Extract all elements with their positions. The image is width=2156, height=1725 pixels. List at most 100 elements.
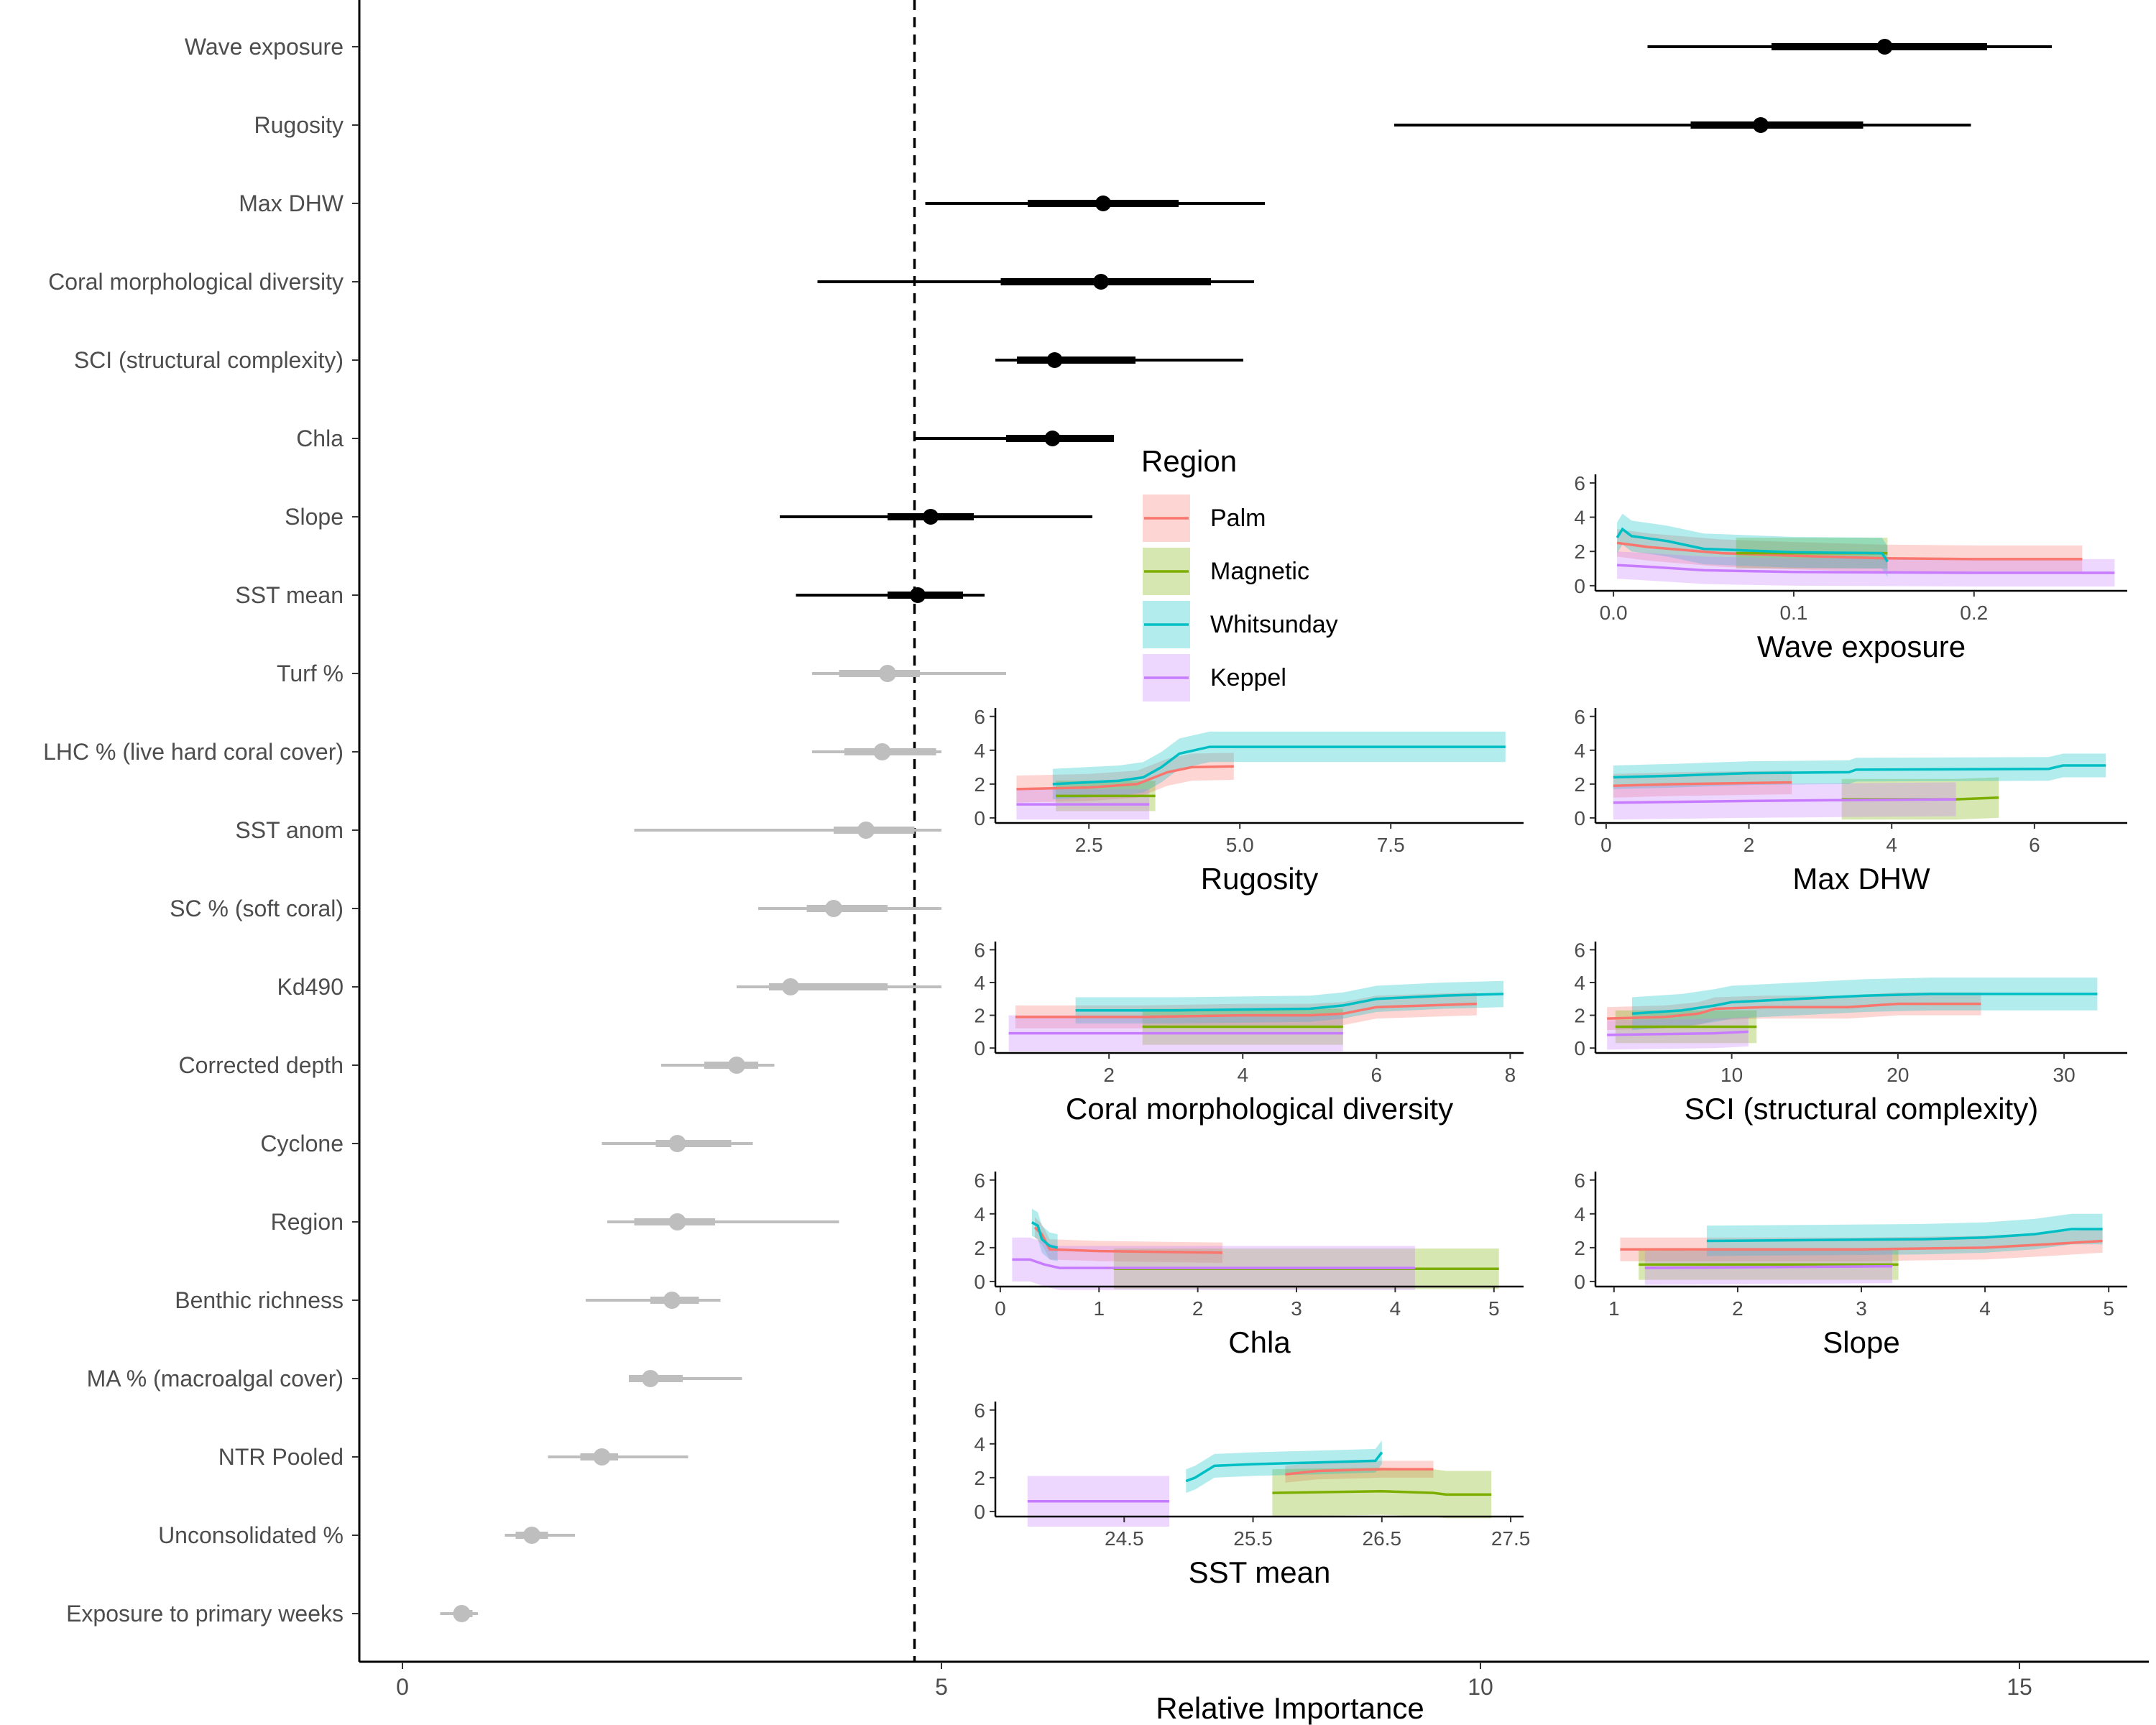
importance-row-benthic-richness: Benthic richness [175,1287,721,1313]
y-tick-label: SC % (soft coral) [170,896,344,921]
inset-x-tick-label: 4 [1390,1297,1401,1320]
median-point [879,665,896,682]
inset-x-tick-label: 6 [1371,1064,1383,1086]
line-whitsunday [1031,1221,1058,1249]
importance-row-corrected-depth: Corrected depth [179,1052,775,1078]
inset-y-tick-label: 2 [974,1467,985,1489]
inset-y-tick-label: 4 [1574,972,1585,994]
median-point [663,1292,681,1309]
y-tick-label: Region [271,1209,344,1235]
line-magnetic [1272,1489,1492,1496]
inset-x-tick-label: 0 [1600,834,1612,856]
inset-y-tick-label: 2 [1574,1005,1585,1027]
line-whitsunday [1631,993,2098,1016]
legend-label: Palm [1210,505,1266,532]
y-tick-label: Unconsolidated % [158,1522,344,1548]
inset-x-tick-label: 27.5 [1491,1527,1531,1550]
inset-title: SST mean [1189,1555,1331,1589]
ribbon-whitsunday [1031,1208,1058,1261]
inset-x-tick-label: 0.0 [1600,602,1628,624]
line-whitsunday [1052,745,1506,786]
median-point [668,1135,686,1152]
importance-row-turf: Turf % [277,661,1006,686]
inset-x-tick-label: 1 [1608,1297,1620,1320]
x-axis-title: Relative Importance [1156,1691,1424,1725]
ribbon-whitsunday [1613,753,2106,789]
y-tick-label: Chla [296,426,344,451]
line-palm [1607,1002,1981,1020]
ribbon-palm [1607,992,1981,1031]
inset-y-tick-label: 0 [1574,807,1585,829]
y-tick-label: Rugosity [254,112,344,138]
line-keppel [1613,798,1956,804]
inset-x-tick-label: 26.5 [1363,1527,1402,1550]
y-tick-label: SST anom [235,817,344,843]
line-keppel [1607,1030,1749,1036]
x-tick-label: 0 [396,1674,409,1700]
inset-x-tick-label: 8 [1505,1064,1516,1086]
median-point [910,587,926,603]
inset-y-tick-label: 0 [974,807,985,829]
y-tick-label: Corrected depth [179,1052,344,1078]
y-tick-label: Max DHW [239,190,344,216]
median-point [857,822,875,839]
median-point [873,743,891,760]
importance-row-coral-morphological-diversity: Coral morphological diversity [48,269,1254,295]
x-tick-label: 15 [2007,1674,2032,1700]
inset-y-tick-label: 4 [974,972,985,994]
importance-row-slope: Slope [285,504,1092,530]
importance-row-cyclone: Cyclone [260,1131,753,1156]
importance-row-kd490: Kd490 [277,974,941,1000]
inset-y-tick-label: 2 [974,1005,985,1027]
inset-y-tick-label: 6 [974,939,985,961]
line-palm [1620,1239,2103,1251]
y-tick-label: Wave exposure [185,34,344,60]
inset-x-tick-label: 10 [1720,1064,1743,1086]
inset-x-tick-label: 2 [1192,1297,1204,1320]
inset-y-tick-label: 2 [974,773,985,796]
line-whitsunday [1075,993,1504,1012]
legend-title: Region [1141,444,1237,478]
importance-row-ma-macroalgal-cover: MA % (macroalgal cover) [87,1366,742,1392]
inset-x-tick-label: 4 [1886,834,1897,856]
line-palm [1016,765,1234,791]
y-tick-label: Cyclone [260,1131,344,1156]
inset-x-tick-label: 24.5 [1105,1527,1144,1550]
inset-y-tick-label: 4 [1574,507,1585,529]
line-keppel [1644,1265,1893,1269]
x-tick-label: 5 [935,1674,948,1700]
legend-label: Keppel [1210,664,1286,691]
importance-row-unconsolidated: Unconsolidated % [158,1522,575,1548]
y-tick-label: MA % (macroalgal cover) [87,1366,344,1392]
inset-title: SCI (structural complexity) [1685,1092,2038,1126]
inset-y-tick-label: 4 [974,740,985,762]
inset-x-tick-label: 5.0 [1226,834,1254,856]
median-point [1753,117,1769,133]
ribbon-whitsunday [1631,978,2098,1031]
legend-label: Magnetic [1210,558,1309,585]
importance-row-rugosity: Rugosity [254,112,1971,138]
ribbon-palm [1617,529,2083,573]
ribbon-whitsunday [1052,731,1506,800]
line-whitsunday [1706,1228,2103,1243]
ribbon-whitsunday [1075,980,1504,1024]
importance-row-sci-structural-complexity: SCI (structural complexity) [74,347,1243,373]
median-point [1044,431,1061,446]
inset-x-tick-label: 5 [1488,1297,1500,1320]
inset-title: Chla [1228,1325,1291,1359]
legend-item-magnetic: Magnetic [1143,548,1309,595]
inset-y-tick-label: 0 [974,1037,985,1059]
inset-x-tick-label: 1 [1093,1297,1105,1320]
y-tick-label: Exposure to primary weeks [66,1601,344,1627]
x-tick-label: 10 [1468,1674,1493,1700]
importance-row-exposure-to-primary-weeks: Exposure to primary weeks [66,1601,478,1627]
line-keppel [1617,564,2115,574]
inset-title: Max DHW [1792,862,1930,896]
inset-y-tick-label: 6 [974,1399,985,1422]
legend-item-palm: Palm [1143,494,1266,542]
importance-row-sst-anom: SST anom [235,817,941,843]
inset-y-tick-label: 6 [1574,472,1585,494]
line-palm [1285,1468,1434,1476]
line-whitsunday [1613,764,2106,779]
